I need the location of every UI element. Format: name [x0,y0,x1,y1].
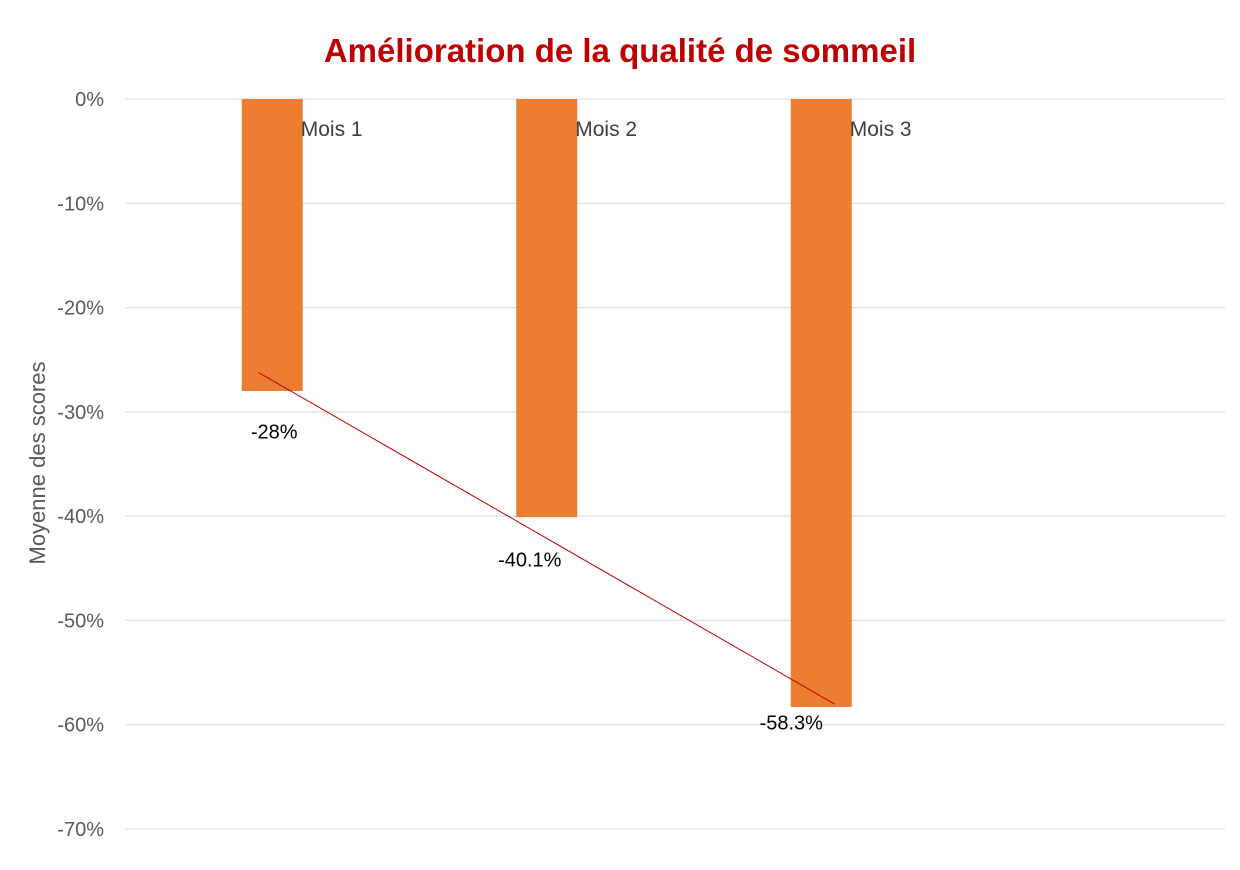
y-axis-ticks: 0% -10% -20% -30% -40% -50% -60% -70% [57,89,104,841]
data-label: -58.3% [760,712,824,734]
gridlines [125,98,1225,830]
y-tick-label: -20% [57,298,104,320]
chart-title: Amélioration de la qualité de sommeil [324,32,916,69]
y-tick-label: -60% [57,715,104,737]
bar [790,99,852,707]
y-tick-label: -70% [57,819,104,841]
data-label: -28% [251,421,298,443]
data-label: -40.1% [498,549,562,571]
bars: Mois 1 Mois 2 Mois 3 [241,99,912,707]
y-tick-label: -30% [57,402,104,424]
y-tick-label: 0% [75,89,104,111]
y-tick-label: -50% [57,610,104,632]
category-label: Mois 2 [575,118,637,141]
data-labels: -28% -40.1% -58.3% [251,421,823,734]
y-tick-label: -10% [57,193,104,215]
trendline [258,372,836,705]
trendline-segment [258,372,836,705]
y-axis-label: Moyenne des scores [25,362,50,565]
category-label: Mois 1 [301,118,363,141]
bar [516,99,578,518]
bar [241,99,303,391]
y-tick-label: -40% [57,506,104,528]
category-label: Mois 3 [850,118,912,141]
